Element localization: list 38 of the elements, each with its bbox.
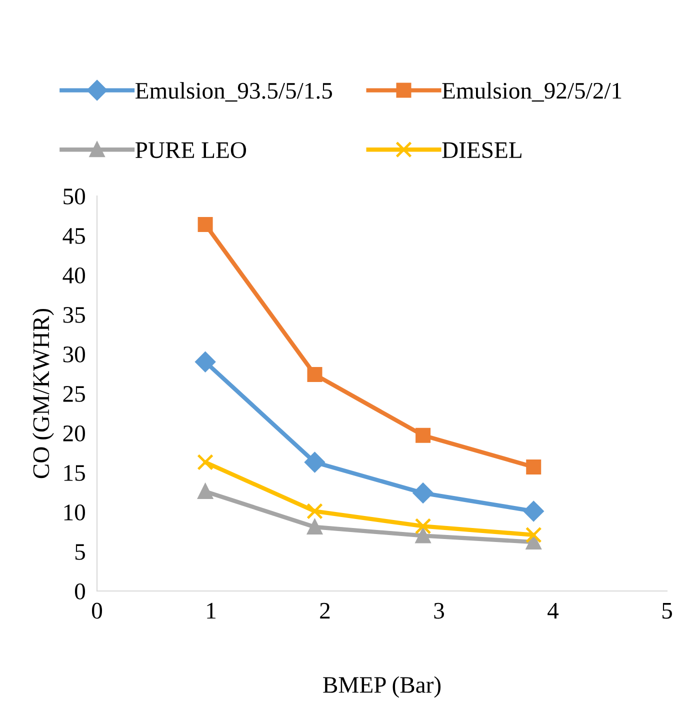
legend-label: PURE LEO <box>136 142 246 158</box>
x-tick-label: 1 <box>207 602 216 618</box>
point <box>304 452 325 472</box>
point <box>306 503 323 520</box>
point <box>416 428 431 443</box>
y-tick-label: 10 <box>64 504 85 520</box>
point <box>198 484 213 499</box>
x-tick-label: 0 <box>92 602 102 619</box>
y-tick-label: 25 <box>63 386 85 402</box>
y-tick-label: 50 <box>64 188 85 204</box>
point <box>412 482 434 504</box>
point <box>195 352 216 372</box>
legend-label: Emulsion_93.5/5/1.5 <box>136 82 332 102</box>
point <box>197 454 214 470</box>
y-tick-label: 40 <box>62 267 85 284</box>
point <box>416 528 431 544</box>
y-tick-label: 15 <box>64 465 85 481</box>
x-tick-label: 4 <box>548 602 559 618</box>
y-tick-label: 20 <box>63 425 85 442</box>
point <box>307 520 322 535</box>
y-tick-label: 35 <box>63 307 85 323</box>
x-tick-label: 3 <box>434 602 444 619</box>
point <box>307 367 322 382</box>
point <box>526 459 542 474</box>
point <box>525 526 542 544</box>
x-tick-label: 2 <box>320 602 330 618</box>
y-tick-label: 30 <box>63 346 85 362</box>
point <box>198 216 213 232</box>
legend-label: Emulsion_92/5/2/1 <box>442 82 622 102</box>
point <box>414 518 432 534</box>
y-axis-title: CO (GM/KWHR) <box>32 308 54 478</box>
y-tick-label: 5 <box>75 544 85 560</box>
y-tick-label: 45 <box>62 228 85 244</box>
x-tick-label: 5 <box>662 603 672 619</box>
y-tick-label: 0 <box>74 583 85 600</box>
point <box>524 501 544 522</box>
x-axis-title: BMEP (Bar) <box>323 676 441 698</box>
legend-label: DIESEL <box>442 142 522 158</box>
